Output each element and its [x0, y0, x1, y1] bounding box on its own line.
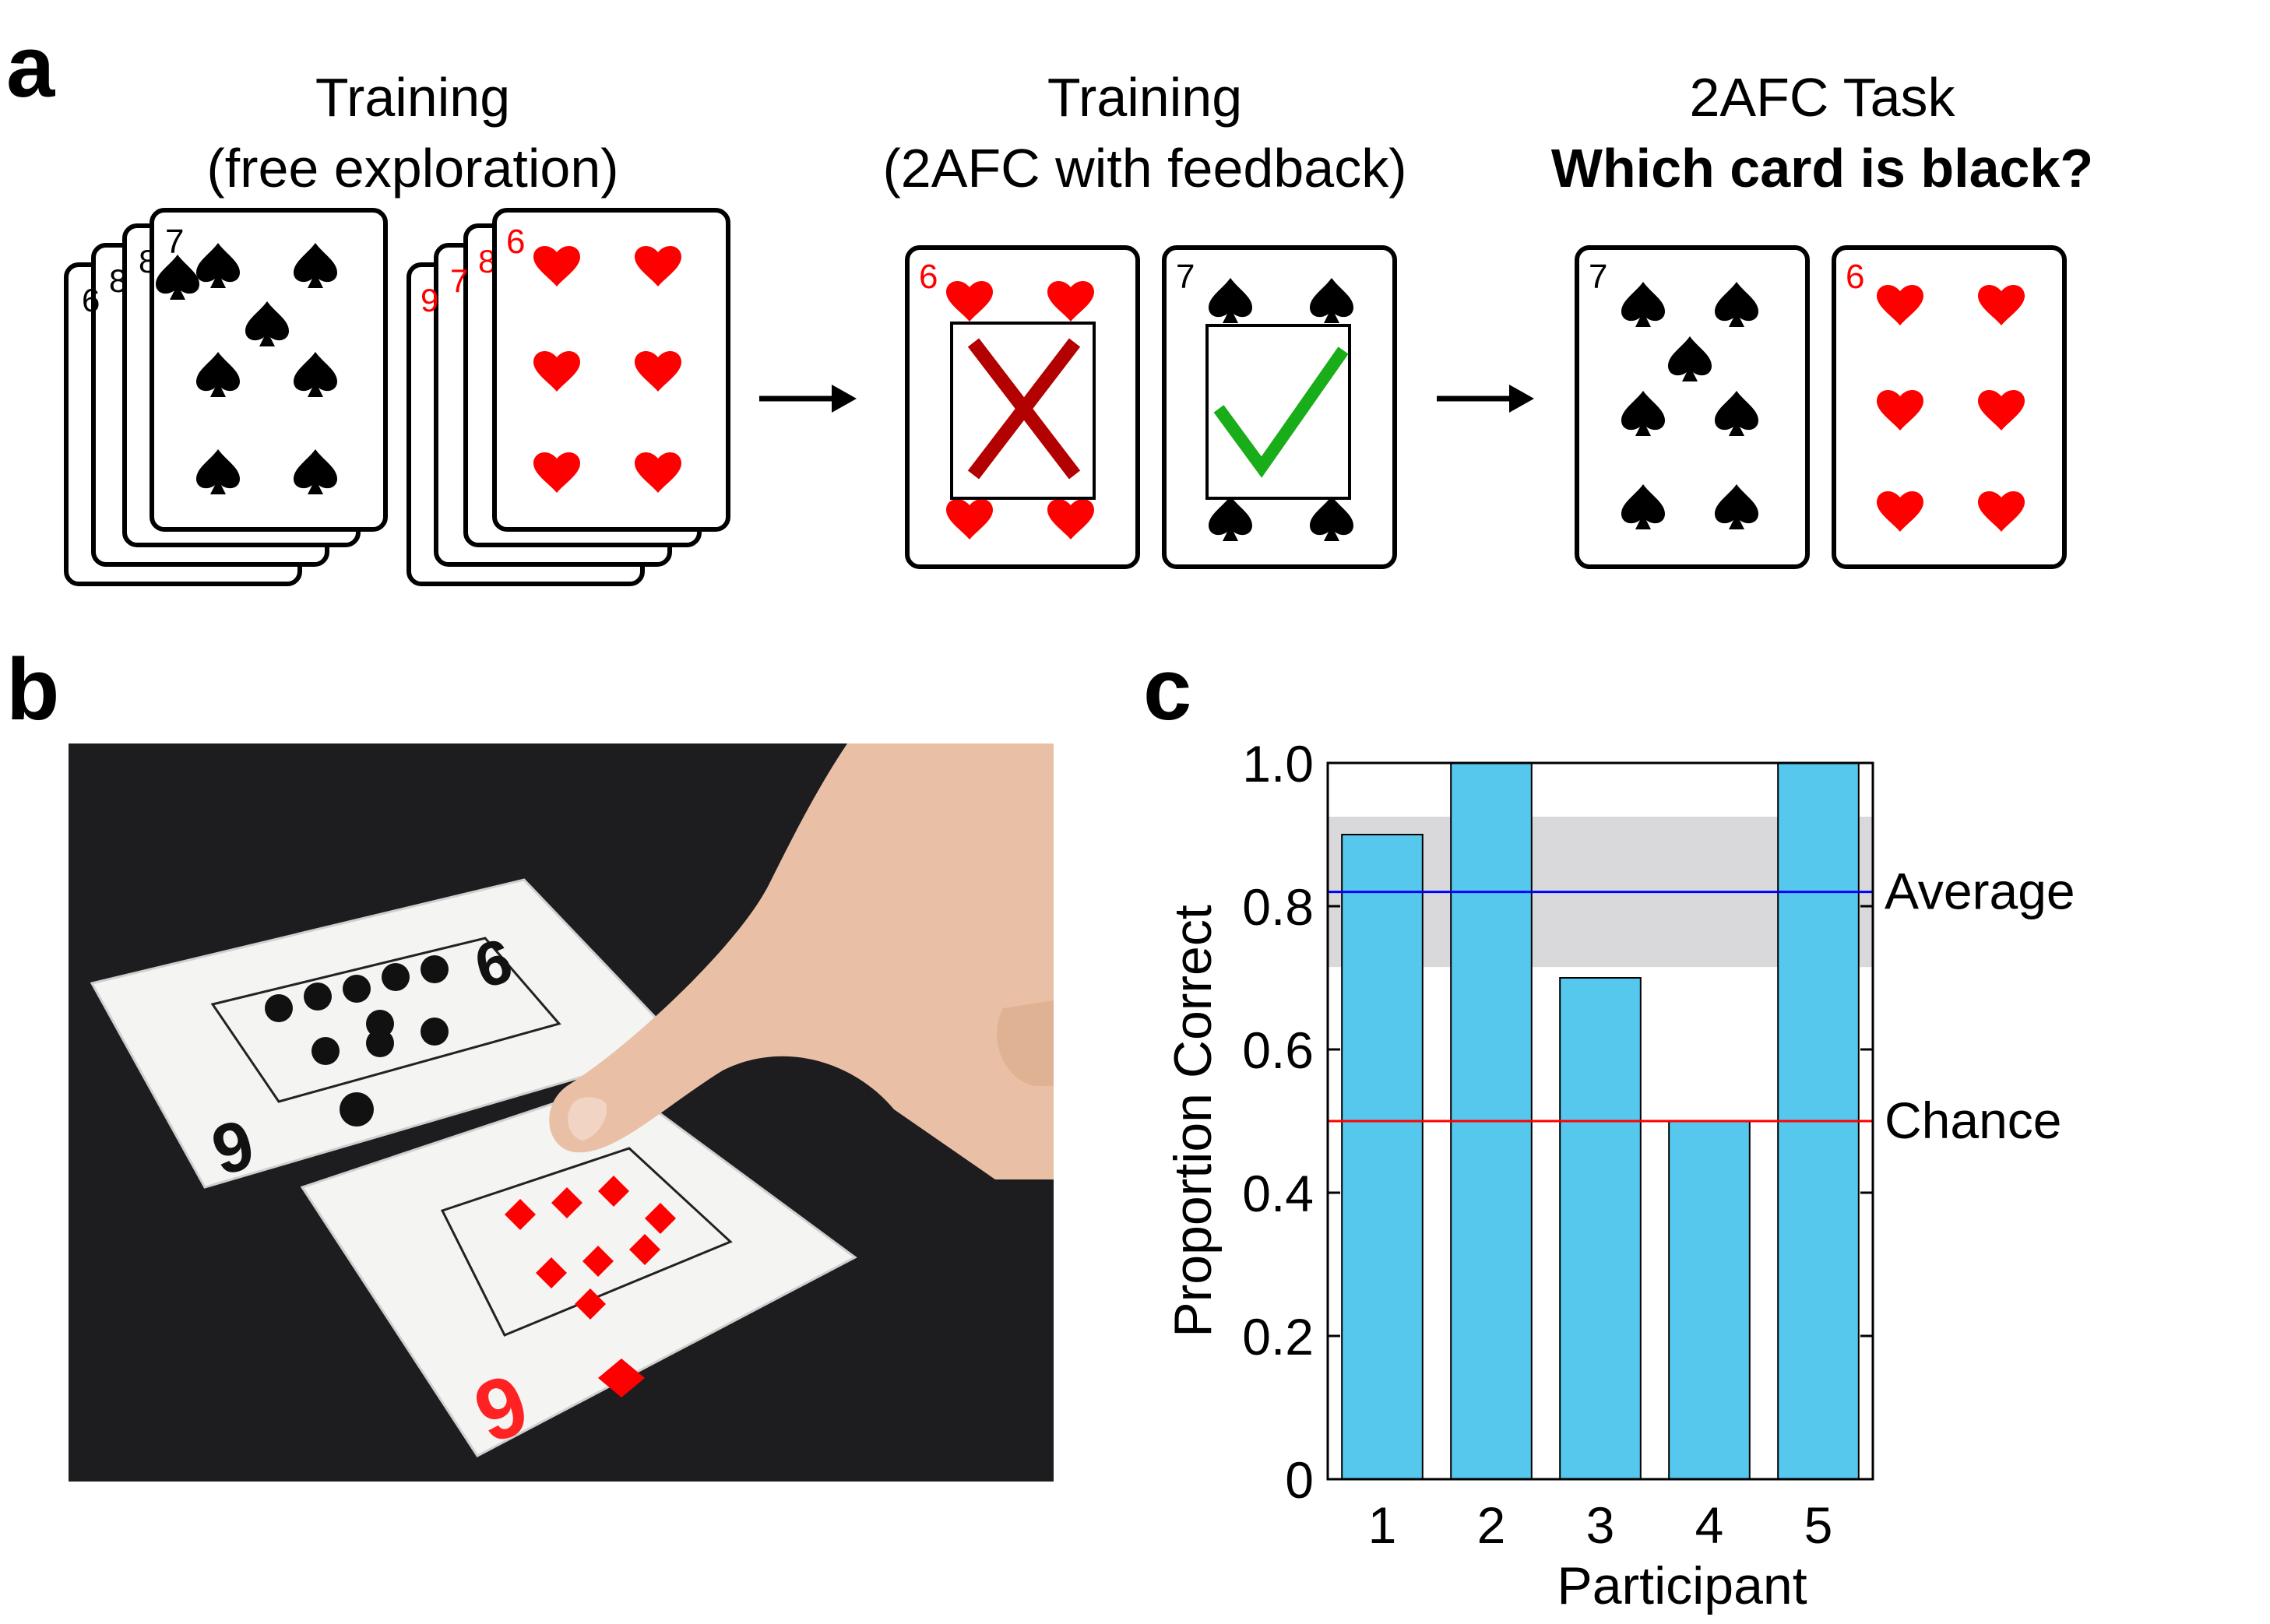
nine-of-diamonds-card: 9 — [300, 1063, 857, 1462]
x-tick-label: 3 — [1586, 1496, 1615, 1554]
caption-3-line1: 2AFC Task — [1689, 67, 1955, 128]
red-stack-front-rank: 6 — [506, 223, 525, 261]
caption-2-line2: (2AFC with feedback) — [882, 138, 1407, 199]
y-tick-label: 0 — [1285, 1451, 1314, 1509]
red-stack-rank-3: 8 — [478, 243, 496, 279]
proportion-correct-chart: Average Chance 0 0.2 0.4 0.6 0.8 1.0 1 2 3 4 5 Pro… — [1163, 735, 2075, 1615]
y-tick-label: 0.8 — [1242, 878, 1314, 936]
bar-participant-4 — [1668, 1120, 1751, 1480]
y-tick-label: 0.4 — [1242, 1165, 1314, 1222]
task-red-card: 6 — [1832, 245, 2067, 569]
bar-participant-1 — [1341, 834, 1424, 1480]
right-overlay-box — [1205, 324, 1351, 500]
arrow-icon-2 — [1437, 385, 1534, 413]
caption-2afc-task: 2AFC Task Which card is black? — [1503, 62, 2142, 204]
x-icon — [967, 338, 1081, 480]
stack-front-rank: 7 — [165, 223, 184, 261]
stack-rank-2: 8 — [109, 262, 127, 299]
caption-1-line2: (free exploration) — [206, 138, 619, 199]
panel-b-letter: b — [6, 641, 60, 738]
check-icon — [1213, 346, 1349, 478]
task-question: Which card is black? — [1550, 138, 2094, 199]
feedback-right-card: 7 — [1162, 245, 1397, 569]
red-stack-rank-1: 9 — [421, 282, 438, 318]
plot-frame — [1326, 761, 1874, 1481]
task-black-rank: 7 — [1589, 258, 1607, 296]
red-card-stack: 9 7 8 6 — [406, 208, 730, 586]
y-tick-label: 0.6 — [1242, 1021, 1314, 1079]
caption-free-exploration: Training (free exploration) — [156, 62, 670, 204]
caption-2afc-feedback: Training (2AFC with feedback) — [849, 62, 1441, 204]
task-black-card: 7 — [1575, 245, 1810, 569]
x-tick-label: 2 — [1477, 1496, 1506, 1554]
x-axis-label: Participant — [1557, 1556, 1807, 1615]
red-stack-rank-2: 7 — [450, 262, 468, 299]
stack-card-front — [150, 208, 388, 532]
bar-participant-3 — [1559, 977, 1642, 1480]
feedback-wrong-card: 6 — [905, 245, 1140, 569]
y-tick-label: 0.2 — [1242, 1308, 1314, 1366]
caption-2-line1: Training — [1047, 67, 1243, 128]
x-tick-label: 1 — [1368, 1496, 1397, 1554]
right-card-rank: 7 — [1176, 258, 1195, 296]
panel-a-letter: a — [6, 18, 55, 115]
panel-a-schematic: 6 8 8 7 9 7 8 6 6 — [64, 208, 2067, 586]
average-label: Average — [1885, 863, 2075, 920]
chance-label: Chance — [1885, 1091, 2062, 1149]
y-tick-label: 1.0 — [1242, 735, 1314, 793]
x-tick-label: 4 — [1695, 1496, 1724, 1554]
x-tick-label: 5 — [1804, 1496, 1833, 1554]
wrong-card-rank: 6 — [919, 258, 938, 296]
caption-3-line2: Which card is black? — [1503, 133, 2142, 204]
y-axis-label: Proportion Correct — [1163, 905, 1223, 1338]
stack-rank-1: 6 — [82, 282, 100, 318]
arrow-icon-1 — [759, 385, 857, 413]
caption-1-line1: Training — [315, 67, 511, 128]
task-red-rank: 6 — [1846, 258, 1864, 296]
finger-pointing — [549, 743, 1054, 1179]
nine-of-clubs-card: 9 9 — [90, 878, 686, 1190]
red-stack-front — [492, 208, 730, 532]
panel-b-photo: 9 9 9 — [69, 743, 1054, 1482]
panel-c-letter: c — [1143, 641, 1192, 738]
black-card-stack: 6 8 8 7 — [64, 208, 388, 586]
